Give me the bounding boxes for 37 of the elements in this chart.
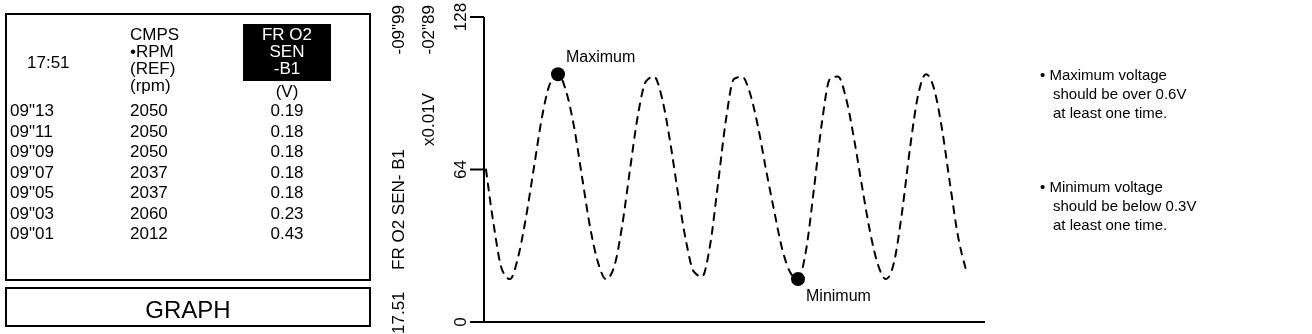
data-label: 2060	[130, 203, 168, 223]
category-label: 09"11	[10, 121, 53, 141]
text: -02"89	[419, 5, 438, 55]
text: GRAPH	[145, 296, 231, 323]
data-label: 2037	[130, 183, 168, 202]
data-label: 0.18	[270, 183, 304, 202]
data-label: 0.43	[270, 224, 304, 243]
category-label: 09"13	[10, 101, 54, 120]
category-label: 09"09	[10, 142, 54, 161]
data-label: 0.18	[270, 121, 304, 141]
text: 17.51	[389, 291, 408, 334]
text: • Maximum voltage should be over 0.6V at least one time.	[1040, 66, 1187, 121]
data-label: 0.23	[270, 203, 304, 223]
category-label: 09"05	[10, 183, 54, 202]
text: • Minimum voltage should be below 0.3V at least one time.	[1040, 178, 1197, 233]
annotation: Minimum	[806, 287, 871, 305]
annotation: Maximum	[566, 48, 636, 66]
data-label: 0.18	[270, 162, 304, 182]
data-label: 2050	[130, 121, 168, 141]
text: CMPS •RPM (REF) (rpm)	[130, 25, 180, 95]
y-axis-title: FR O2 SEN- B1	[389, 149, 408, 270]
category-label: 09"07	[10, 162, 54, 182]
data-label: 2037	[130, 162, 168, 182]
data-label: 0.18	[270, 142, 304, 161]
y-tick-label: 64	[451, 160, 470, 179]
data-label: 2012	[130, 224, 168, 243]
data-label: 2050	[130, 142, 168, 161]
y-tick-label: 128	[451, 2, 470, 32]
text: FR O2 SEN -B1 (V)	[261, 25, 313, 101]
data-label: 0.19	[270, 101, 304, 120]
category-label: 09"03	[10, 203, 54, 223]
text: 17:51	[27, 53, 70, 72]
data-label: 2050	[130, 101, 168, 120]
category-label: 09"01	[10, 224, 54, 243]
text: -09"99	[389, 5, 408, 55]
text: x0.01V	[419, 92, 438, 146]
y-tick-label: 0	[451, 317, 470, 327]
